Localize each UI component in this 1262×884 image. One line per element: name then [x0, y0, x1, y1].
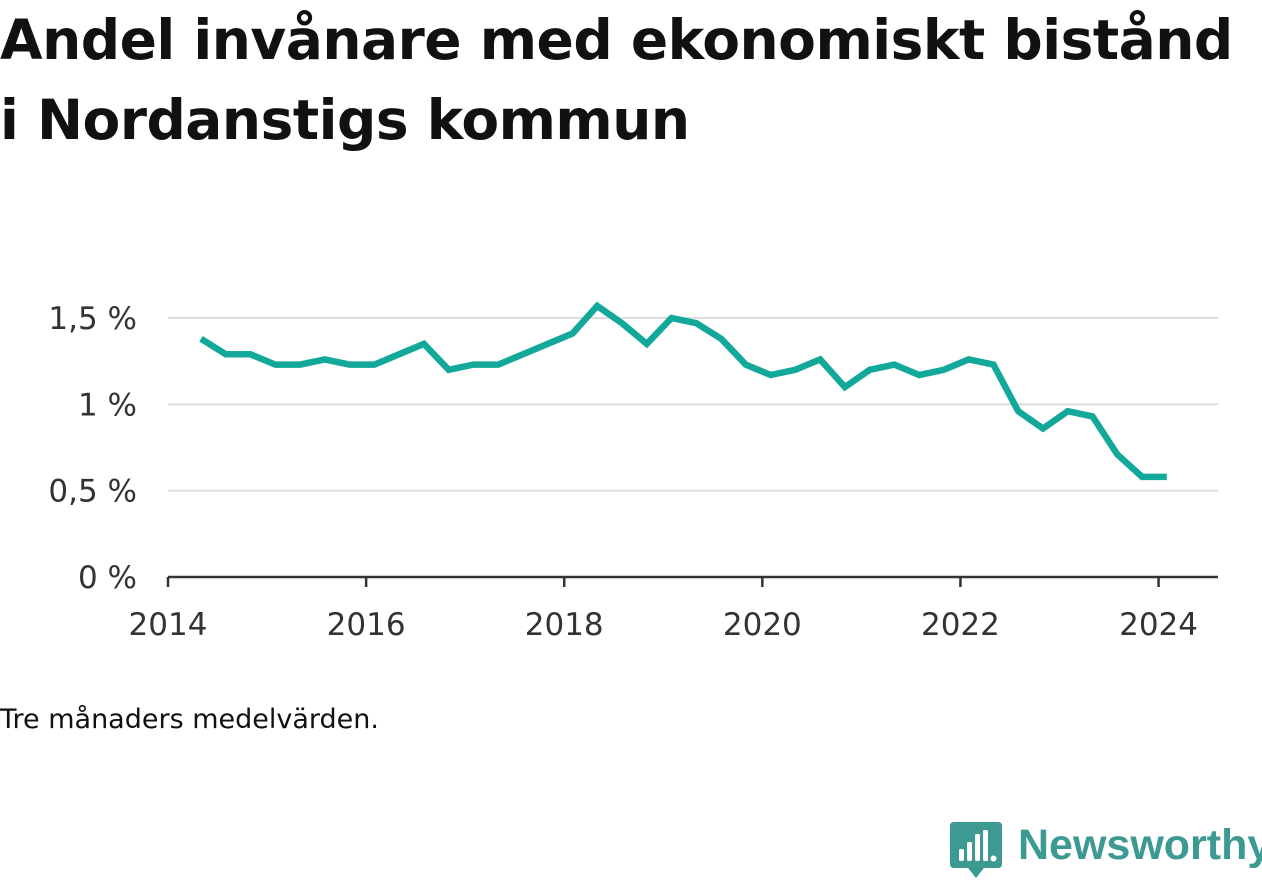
y-axis-tick-labels: 0 % 0,5 % 1 % 1,5 %	[48, 301, 137, 596]
brand-name: Newsworthy	[1018, 821, 1262, 869]
series-layer	[199, 301, 1167, 481]
y-tick-label: 1,5 %	[48, 301, 137, 337]
footnote: Tre månaders medelvärden.	[0, 704, 379, 735]
x-tick-label: 2014	[129, 607, 208, 643]
x-tick-label: 2016	[327, 607, 406, 643]
x-axis	[166, 575, 1218, 587]
chart-title: Andel invånare med ekonomiskt bistånd i …	[0, 8, 1233, 152]
x-tick-label: 2022	[921, 607, 1000, 643]
newsworthy-logo: Newsworthy	[950, 820, 1262, 880]
y-tick-label: 0 %	[78, 560, 137, 596]
x-tick-label: 2020	[723, 607, 802, 643]
line-chart: 0 % 0,5 % 1 % 1,5 % 2014 2016 2018 2020 2022 202…	[48, 301, 1218, 643]
x-tick-label: 2018	[525, 607, 604, 643]
bar-chart-speech-bubble-icon	[950, 822, 1002, 878]
x-tick-label: 2024	[1119, 607, 1198, 643]
series-line	[199, 301, 1167, 481]
y-tick-label: 0,5 %	[48, 474, 137, 510]
x-axis-tick-labels: 2014 2016 2018 2020 2022 2024	[129, 607, 1198, 643]
y-tick-label: 1 %	[78, 387, 137, 423]
gridlines	[168, 317, 1218, 492]
